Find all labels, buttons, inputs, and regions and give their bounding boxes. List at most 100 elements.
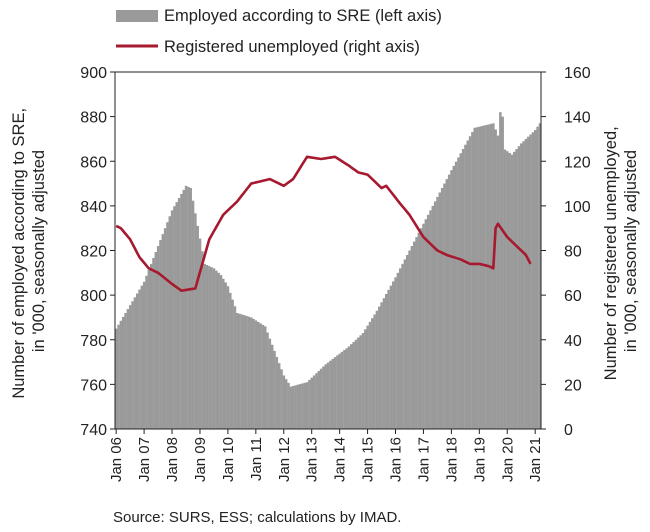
employed-bar	[233, 306, 237, 429]
employed-bar	[142, 281, 146, 429]
employed-bar	[247, 316, 251, 429]
employed-bar	[359, 335, 362, 429]
employed-bar	[182, 189, 185, 429]
x-tick-label: Jan 10	[220, 437, 237, 482]
employed-bar	[501, 116, 504, 430]
employed-bar	[310, 377, 314, 429]
right-tick-label: 40	[564, 333, 582, 350]
x-tick-label: Jan 20	[499, 437, 516, 482]
employed-bar	[257, 321, 260, 429]
employed-bar	[531, 132, 535, 430]
employed-bar	[152, 257, 155, 429]
employed-bar	[326, 362, 330, 429]
employed-bar	[527, 136, 530, 429]
employed-bar	[149, 263, 153, 429]
employed-bar	[138, 289, 141, 429]
x-tick-label: Jan 16	[388, 437, 405, 482]
employed-bar	[350, 344, 353, 429]
employed-bar	[273, 350, 276, 429]
employed-bar	[303, 382, 307, 429]
employed-bar	[254, 320, 258, 429]
right-axis-title-line-2: in '000, seasonally adjusted	[622, 150, 640, 352]
x-tick-label: Jan 09	[192, 437, 209, 482]
legend: Employed according to SRE (left axis) Re…	[116, 7, 442, 56]
x-tick-label: Jan 08	[164, 437, 181, 482]
employed-bar	[217, 272, 220, 429]
employed-bar	[433, 201, 437, 429]
employed-bar	[475, 127, 479, 429]
legend-line-label: Registered unemployed (right axis)	[164, 38, 420, 56]
left-tick-label: 840	[80, 199, 107, 216]
employed-bar	[224, 282, 227, 429]
left-tick-label: 820	[80, 244, 107, 261]
employed-bar	[154, 251, 158, 429]
employed-bar	[156, 246, 160, 429]
employed-bar	[508, 152, 511, 429]
employed-bar	[426, 214, 430, 429]
employed-bar	[515, 148, 518, 430]
employed-bar	[352, 341, 355, 429]
employed-bar	[357, 337, 360, 429]
employed-bar	[436, 196, 439, 429]
left-axis-title-line-2: in '000, seasonally adjusted	[30, 150, 48, 352]
employed-bar	[268, 338, 272, 429]
employed-bar	[194, 213, 197, 429]
employed-bar	[399, 268, 402, 429]
employed-bar	[361, 333, 365, 429]
employed-bar	[184, 185, 188, 429]
employed-bar	[520, 143, 523, 429]
employed-bar	[466, 140, 469, 429]
employed-bar	[524, 138, 528, 429]
employed-bar	[338, 353, 341, 429]
x-axis-ticks: Jan 06 Jan 07 Jan 08 Jan 09 Jan 10 Jan 11 Jan …	[108, 429, 544, 482]
employed-bar	[245, 315, 248, 429]
employed-bar	[175, 202, 178, 429]
employed-bar	[517, 146, 521, 429]
employed-bar	[422, 223, 425, 429]
employed-bar	[289, 386, 293, 429]
employed-bar	[196, 225, 199, 429]
employed-bar	[382, 298, 386, 429]
employed-bar	[464, 144, 467, 430]
employed-bar	[117, 324, 120, 429]
employed-bars	[115, 112, 542, 430]
x-tick-label: Jan 11	[248, 437, 265, 481]
left-axis-ticks: 740 760 780 800 820 840 860 880 900	[80, 65, 115, 439]
employed-bar	[308, 379, 311, 429]
employed-bar	[222, 278, 225, 429]
employed-bar	[322, 366, 325, 429]
employed-bar	[424, 219, 428, 429]
employed-bar	[240, 314, 244, 429]
employed-bar	[450, 170, 453, 429]
employed-bar	[429, 210, 432, 429]
employed-bar	[487, 124, 490, 430]
employed-bar	[387, 289, 390, 429]
employed-bar	[536, 126, 539, 430]
employed-bar	[270, 344, 274, 429]
employed-bar	[494, 129, 497, 429]
employed-bar	[401, 263, 404, 429]
employed-bar	[468, 136, 472, 429]
employed-bar	[263, 326, 267, 429]
employed-bar	[259, 323, 262, 429]
employed-bar	[231, 299, 234, 429]
left-tick-label: 760	[80, 377, 107, 394]
employed-bar	[336, 355, 339, 429]
employed-bar	[324, 364, 327, 429]
employed-bar	[280, 369, 283, 429]
employed-bar	[506, 151, 509, 429]
employed-bar	[538, 123, 542, 429]
left-tick-label: 740	[80, 422, 107, 439]
right-tick-label: 160	[564, 65, 591, 82]
employed-bar	[385, 294, 388, 429]
employed-bar	[457, 157, 460, 429]
employed-bar	[471, 132, 474, 429]
employed-bar	[319, 368, 323, 429]
employed-bar	[412, 241, 416, 429]
right-tick-label: 20	[564, 377, 582, 394]
employed-bar	[485, 124, 488, 430]
employed-bar	[282, 375, 286, 429]
employed-bar	[366, 325, 369, 429]
employed-bar	[482, 125, 486, 430]
employed-bar	[287, 382, 290, 429]
